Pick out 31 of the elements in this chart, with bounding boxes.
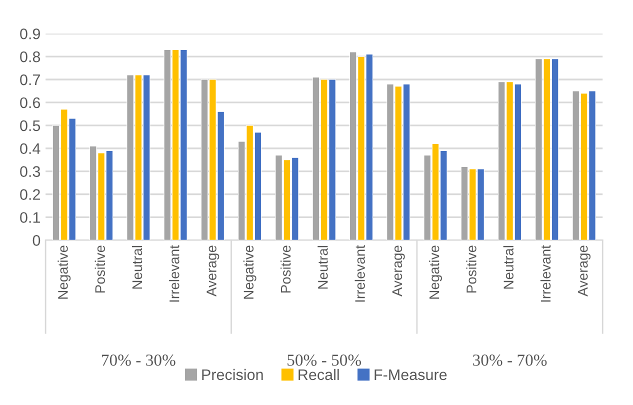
legend-label: Recall [298,368,339,380]
y-tick-label: 0.7 [20,74,40,86]
x-tick-label: Average [578,246,591,296]
y-tick-label: 0.9 [20,28,40,40]
y-tick-label: 0 [32,235,40,246]
y-tick-label: 0.4 [20,143,40,154]
y-tick-label: 0.3 [20,166,40,177]
x-tick-label: Negative [429,246,442,299]
x-tick-label: Positive [466,246,476,293]
legend-label: Precision [202,368,263,380]
x-tick-label: Positive [94,246,106,293]
x-tick-label: Positive [280,246,291,293]
x-tick-label: Neutral [132,246,142,289]
x-tick-label: Neutral [503,246,514,289]
y-tick-label: 0.5 [20,120,40,132]
y-tick-label: 0.1 [20,212,40,223]
y-tick-label: 0.2 [20,189,40,200]
x-tick-label: Irrelevant [540,245,551,302]
x-tick-label: Neutral [318,246,328,289]
x-tick-label: Negative [58,246,71,299]
x-tick-label: Irrelevant [169,245,180,302]
text: 50% - 50% [288,354,362,366]
text: 30% - 70% [473,354,547,366]
text: 70% - 30% [102,354,176,366]
x-tick-label: Negative [243,246,256,299]
y-tick-label: 0.8 [20,51,40,62]
x-tick-label: Average [392,246,405,296]
y-tick-label: 0.6 [20,97,40,108]
x-tick-label: Irrelevant [354,245,365,302]
legend-label: F-Measure [374,369,447,380]
x-tick-label: Average [206,246,220,296]
